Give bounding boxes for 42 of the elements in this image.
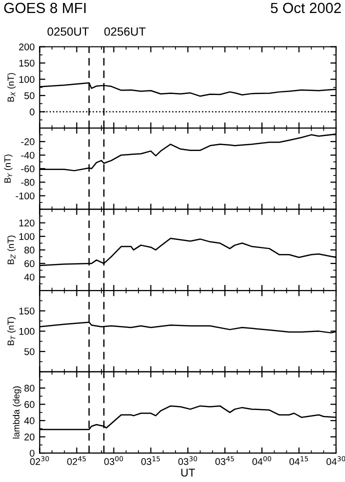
y-tick-label: 40: [24, 417, 34, 424]
y-tick-label: 100: [19, 76, 34, 83]
y-tick-label: 20: [24, 434, 34, 440]
y-tick-label: 200: [19, 43, 34, 50]
ref-line-label: 0256UT: [104, 27, 146, 36]
x-tick-label: 04$^{00}$: [252, 456, 272, 466]
x-tick-label: 04$^{30}$: [326, 456, 345, 466]
y-tick-label: 150: [19, 60, 34, 67]
y-axis-title: B$_{X}$ (nT): [7, 73, 16, 102]
x-tick-label: 03$^{00}$: [104, 456, 123, 466]
y-axis-title: lambda (deg): [12, 386, 22, 438]
ref-line-label: 0250UT: [48, 27, 89, 36]
x-axis-title: UT: [181, 468, 196, 477]
x-tick-label: 02$^{45}$: [67, 456, 86, 466]
y-tick-label: 120: [19, 220, 34, 226]
x-tick-label: 03$^{45}$: [215, 456, 234, 466]
y-tick-label: 0: [30, 108, 34, 116]
x-tick-label: 04$^{15}$: [289, 456, 308, 466]
chart-subtitle: 5 Oct 2002: [270, 2, 341, 14]
y-tick-label: -40: [21, 152, 34, 159]
y-tick-label: 50: [24, 348, 34, 356]
y-tick-label: 100: [19, 328, 34, 335]
y-tick-label: -80: [21, 178, 34, 186]
y-tick-label: 80: [24, 384, 34, 392]
y-tick-label: -20: [21, 138, 34, 146]
y-axis-title: B$_{Z}$ (nT): [7, 236, 16, 264]
x-tick-label: 03$^{15}$: [141, 456, 160, 466]
y-axis-title: B$_{Y}$ (nT): [4, 154, 13, 183]
y-tick-label: 80: [24, 246, 34, 254]
x-tick-label: 03$^{30}$: [178, 456, 198, 466]
y-tick-label: 0: [30, 450, 34, 457]
y-tick-label: 50: [24, 92, 34, 100]
y-tick-label: 100: [19, 233, 34, 240]
x-tick-label: 02$^{30}$: [30, 456, 49, 466]
y-tick-label: -100: [16, 192, 34, 200]
chart-title: GOES 8 MFI: [4, 2, 86, 14]
y-tick-label: 60: [24, 401, 34, 408]
y-tick-label: 40: [24, 274, 34, 281]
y-axis-title: B$_{T}$ (nT): [7, 317, 16, 346]
y-tick-label: -60: [21, 165, 34, 172]
y-tick-label: 60: [24, 260, 34, 268]
y-tick-label: 150: [19, 308, 34, 314]
